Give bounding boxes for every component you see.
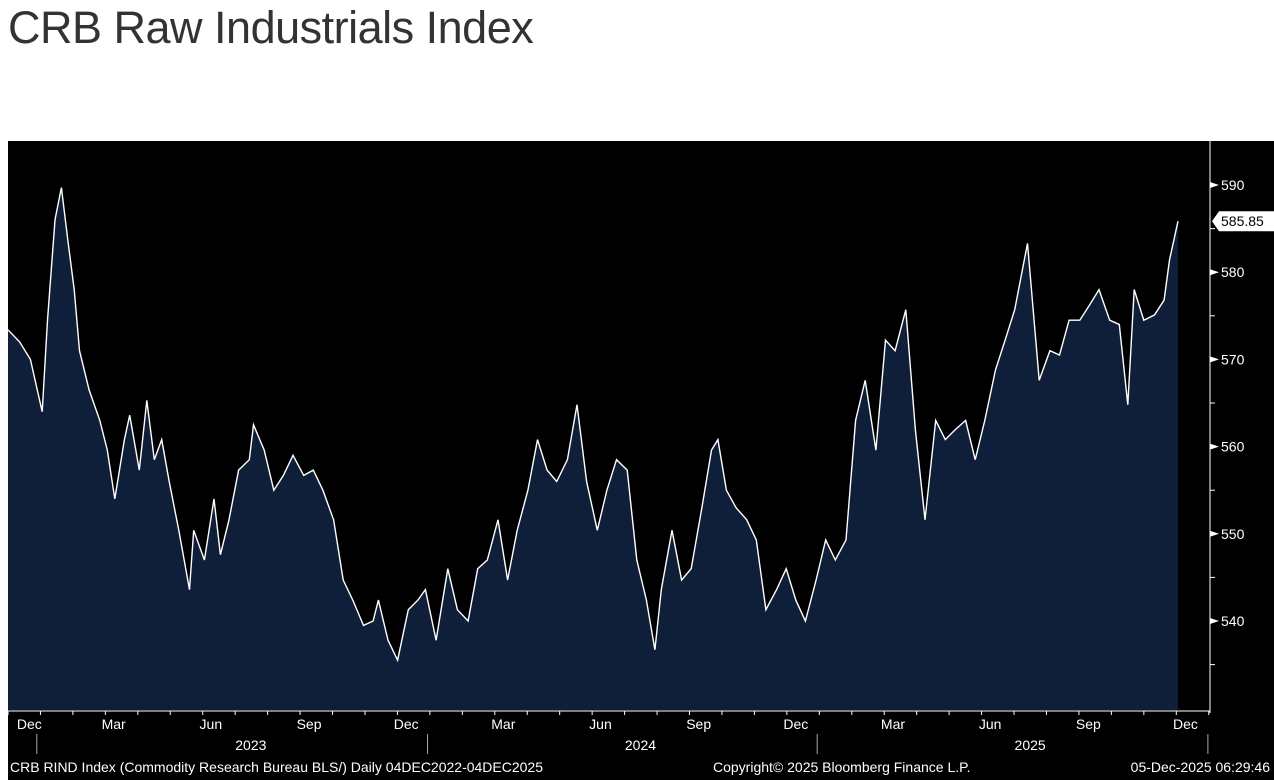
- y-tick-label: 540: [1221, 613, 1245, 629]
- x-tick-label: Sep: [1076, 716, 1101, 732]
- series-line: [7, 187, 1179, 663]
- y-tick-label: 570: [1221, 351, 1245, 367]
- y-tick-label: 560: [1221, 439, 1245, 455]
- footer-copyright: Copyright© 2025 Bloomberg Finance L.P.: [713, 759, 971, 775]
- x-tick-label: Dec: [1173, 716, 1198, 732]
- x-tick-label: Jun: [589, 716, 612, 732]
- x-year-label: 2025: [1015, 737, 1046, 753]
- x-year-label: 2024: [625, 737, 656, 753]
- y-tick-marker: [1210, 443, 1219, 450]
- x-year-label: 2023: [235, 737, 266, 753]
- last-value-label: 585.85: [1221, 213, 1264, 229]
- chart-title: CRB Raw Industrials Index: [8, 2, 534, 53]
- last-value-badge: [1212, 211, 1274, 232]
- y-tick-marker: [1210, 530, 1219, 537]
- y-tick-marker: [1210, 269, 1219, 276]
- footer-timestamp: 05-Dec-2025 06:29:46: [1131, 759, 1271, 775]
- y-tick-marker: [1210, 356, 1219, 363]
- x-tick-label: Jun: [200, 716, 223, 732]
- x-tick-label: Dec: [783, 716, 808, 732]
- y-tick-marker: [1210, 618, 1219, 624]
- series-area: [8, 187, 1178, 711]
- x-tick-label: Jun: [979, 716, 1002, 732]
- y-tick-marker: [1210, 182, 1219, 188]
- x-tick-label: Sep: [686, 716, 711, 732]
- x-tick-label: Dec: [17, 716, 42, 732]
- y-tick-label: 590: [1221, 177, 1245, 193]
- x-tick-label: Sep: [297, 716, 322, 732]
- x-tick-label: Dec: [394, 716, 419, 732]
- x-tick-label: Mar: [491, 716, 515, 732]
- x-tick-label: Mar: [881, 716, 905, 732]
- y-tick-label: 550: [1221, 526, 1245, 542]
- y-tick-label: 580: [1221, 264, 1245, 280]
- footer-source: CRB RIND Index (Commodity Research Burea…: [10, 759, 543, 775]
- x-tick-label: Mar: [102, 716, 126, 732]
